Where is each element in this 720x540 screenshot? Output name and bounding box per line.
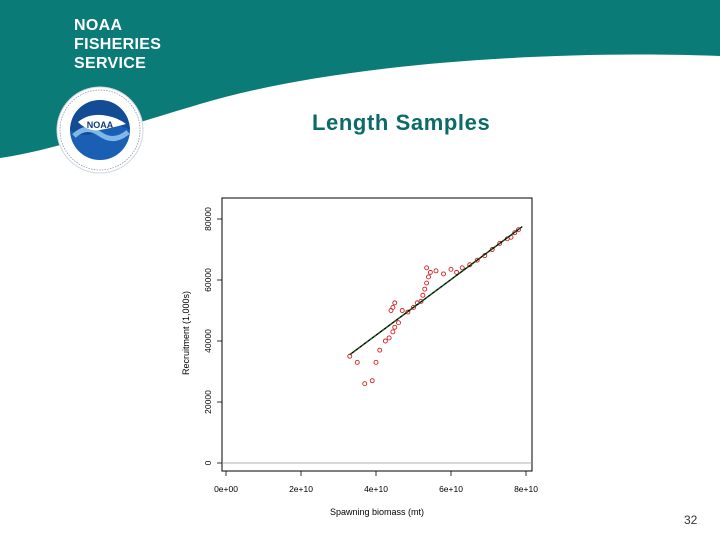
y-tick-label: 60000 bbox=[203, 268, 213, 292]
data-point bbox=[426, 274, 431, 280]
data-point bbox=[454, 269, 460, 275]
x-tick-label: 8e+10 bbox=[514, 484, 538, 494]
data-point bbox=[418, 298, 424, 304]
data-point bbox=[448, 266, 454, 272]
y-tick-label: 0 bbox=[203, 460, 213, 465]
data-point bbox=[354, 359, 360, 365]
data-point bbox=[392, 300, 398, 306]
data-point bbox=[427, 269, 433, 275]
data-point bbox=[459, 265, 465, 271]
y-tick-label: 80000 bbox=[203, 207, 213, 231]
data-point bbox=[474, 257, 480, 263]
fit-lines bbox=[349, 226, 523, 356]
logo-text: NOAA bbox=[87, 120, 114, 130]
data-point bbox=[489, 247, 495, 252]
data-point bbox=[377, 347, 383, 353]
y-axis-label: Recruitment (1,000s) bbox=[181, 291, 191, 375]
data-point bbox=[386, 335, 392, 341]
page-number: 32 bbox=[684, 513, 698, 527]
noaa-logo: NOAA bbox=[56, 86, 144, 174]
data-point bbox=[441, 271, 446, 277]
data-point bbox=[382, 338, 388, 344]
y-axis: 0 20000 40000 60000 80000 bbox=[203, 207, 222, 465]
data-point bbox=[424, 280, 430, 286]
x-tick-label: 4e+10 bbox=[364, 484, 388, 494]
plot-frame bbox=[221, 197, 533, 472]
slide-title: Length Samples bbox=[312, 110, 491, 135]
data-point bbox=[390, 304, 396, 310]
org-name: NOAA FISHERIES SERVICE bbox=[74, 16, 194, 73]
x-tick-label: 6e+10 bbox=[439, 484, 463, 494]
fit-line-green bbox=[349, 226, 523, 356]
data-point bbox=[362, 381, 368, 387]
data-point bbox=[424, 265, 430, 271]
data-point bbox=[390, 329, 396, 335]
data-point bbox=[347, 353, 353, 359]
data-point bbox=[373, 359, 379, 365]
y-tick-label: 40000 bbox=[203, 329, 213, 353]
data-point bbox=[411, 304, 416, 310]
data-point bbox=[399, 308, 405, 313]
data-point bbox=[392, 324, 398, 330]
banner-swoosh bbox=[0, 0, 720, 158]
data-point bbox=[433, 268, 439, 274]
x-tick-label: 2e+10 bbox=[289, 484, 313, 494]
data-point bbox=[512, 230, 518, 236]
stock-recruitment-plot: 0e+00 2e+10 4e+10 6e+10 8e+10 0 20000 40000 600… bbox=[181, 197, 538, 517]
header-banner bbox=[0, 0, 720, 158]
x-axis-label: Spawning biomass (mt) bbox=[330, 507, 424, 517]
x-tick-label: 0e+00 bbox=[214, 484, 238, 494]
data-point bbox=[405, 309, 411, 315]
data-point bbox=[516, 227, 521, 233]
data-point bbox=[497, 240, 503, 246]
org-line-fisheries: FISHERIES bbox=[74, 36, 162, 53]
data-point bbox=[420, 292, 426, 298]
data-point bbox=[369, 378, 375, 384]
org-line-service: SERVICE bbox=[74, 55, 147, 72]
data-point bbox=[396, 320, 401, 326]
data-points bbox=[347, 227, 521, 387]
data-point bbox=[422, 286, 428, 292]
org-line-noaa: NOAA bbox=[74, 17, 123, 34]
y-tick-label: 20000 bbox=[203, 390, 213, 414]
x-axis: 0e+00 2e+10 4e+10 6e+10 8e+10 bbox=[214, 471, 538, 494]
